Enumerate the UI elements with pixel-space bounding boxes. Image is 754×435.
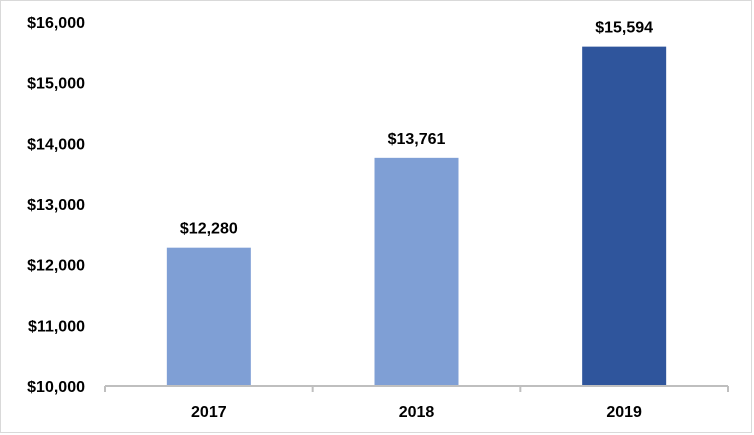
data-label-2017: $12,280 <box>180 221 238 238</box>
x-axis-tick-labels: 2017 2018 2019 <box>191 404 642 421</box>
x-axis <box>104 385 729 392</box>
y-tick-label: $15,000 <box>27 76 85 93</box>
bar-2017 <box>166 247 251 386</box>
y-tick-label: $16,000 <box>27 15 85 32</box>
bar-data-labels: $12,280 $13,761 $15,594 <box>180 20 653 238</box>
y-tick-label: $11,000 <box>28 318 85 335</box>
bar-2019 <box>582 46 667 386</box>
y-axis-tick-labels: $10,000 $11,000 $12,000 $13,000 $14,000 $15,0… <box>27 15 85 396</box>
y-tick-label: $14,000 <box>27 136 85 153</box>
x-tick-label-2018: 2018 <box>399 404 435 421</box>
bars <box>166 46 667 386</box>
y-tick-label: $13,000 <box>27 197 85 214</box>
y-tick-label: $12,000 <box>27 258 85 275</box>
y-tick-label: $10,000 <box>27 379 85 396</box>
x-tick-label-2019: 2019 <box>606 404 642 421</box>
x-tick-label-2017: 2017 <box>191 404 227 421</box>
data-label-2018: $13,761 <box>388 131 446 148</box>
bar-2018 <box>374 157 459 386</box>
data-label-2019: $15,594 <box>595 20 653 37</box>
